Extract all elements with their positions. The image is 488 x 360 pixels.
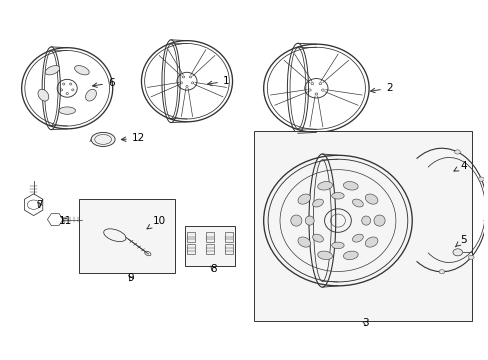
Text: 1: 1 [207, 76, 229, 86]
Ellipse shape [45, 66, 60, 75]
Bar [186, 244, 195, 254]
Ellipse shape [103, 229, 126, 242]
Ellipse shape [290, 215, 301, 226]
Ellipse shape [373, 215, 385, 226]
Ellipse shape [365, 194, 377, 204]
Ellipse shape [312, 234, 323, 242]
Ellipse shape [343, 251, 357, 260]
Bar [79, 199, 175, 274]
Ellipse shape [312, 199, 323, 207]
Ellipse shape [297, 194, 310, 204]
Ellipse shape [85, 89, 96, 101]
Text: 7: 7 [36, 200, 42, 210]
Text: 8: 8 [209, 264, 216, 274]
Text: 12: 12 [121, 133, 145, 143]
Ellipse shape [144, 251, 151, 256]
Circle shape [483, 219, 488, 223]
Circle shape [438, 270, 444, 274]
Ellipse shape [343, 181, 357, 190]
Ellipse shape [352, 199, 363, 207]
Text: 9: 9 [127, 273, 133, 283]
Text: 6: 6 [92, 78, 114, 88]
Ellipse shape [331, 242, 344, 249]
Text: 4: 4 [453, 161, 466, 171]
Bar [184, 226, 234, 266]
Bar [254, 131, 471, 321]
Ellipse shape [59, 107, 75, 114]
Bar [224, 232, 233, 242]
Text: 2: 2 [370, 83, 392, 93]
Ellipse shape [75, 66, 89, 75]
Ellipse shape [361, 216, 370, 225]
Bar [224, 244, 233, 254]
Ellipse shape [305, 216, 313, 225]
Circle shape [454, 150, 459, 154]
Circle shape [452, 249, 462, 256]
Text: 11: 11 [59, 216, 72, 226]
Ellipse shape [352, 234, 363, 242]
Bar [186, 232, 195, 242]
Ellipse shape [365, 237, 377, 247]
Text: 10: 10 [147, 216, 165, 229]
Ellipse shape [317, 181, 332, 190]
Ellipse shape [297, 237, 310, 247]
Ellipse shape [91, 132, 115, 147]
Ellipse shape [38, 89, 49, 101]
Bar [205, 232, 214, 242]
Ellipse shape [331, 193, 344, 199]
Circle shape [478, 177, 483, 181]
Text: 5: 5 [454, 235, 466, 247]
Circle shape [468, 255, 473, 260]
Bar [205, 244, 214, 254]
Text: 3: 3 [361, 318, 368, 328]
Ellipse shape [317, 251, 332, 260]
